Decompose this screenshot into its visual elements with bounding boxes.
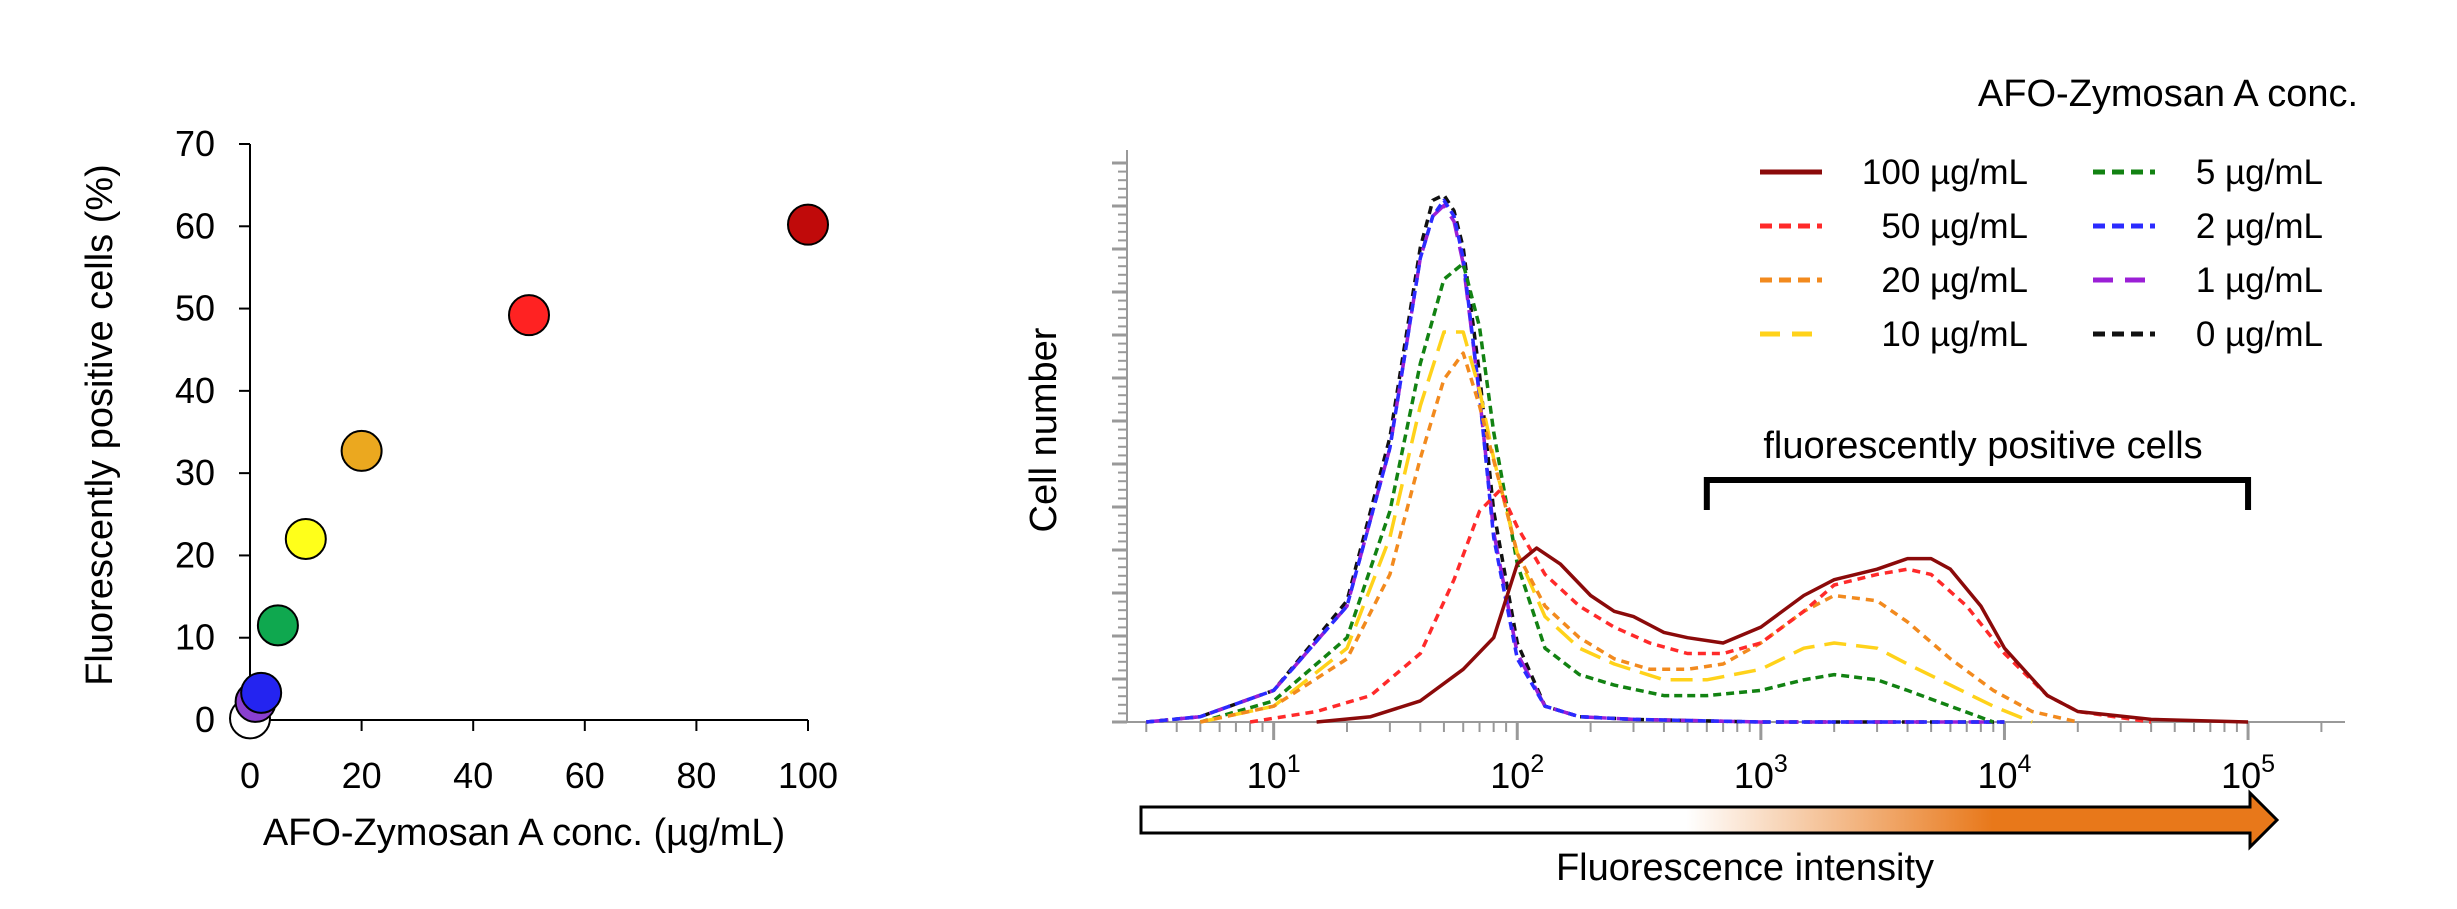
histogram-series (1249, 488, 2152, 724)
legend-label: 5 µg/mL (2196, 153, 2323, 192)
x-tick-label: 103 (1734, 750, 1788, 796)
legend-label: 1 µg/mL (2196, 261, 2323, 300)
annotation-label: fluorescently positive cells (1763, 425, 2202, 467)
x-tick-label: 60 (565, 755, 605, 796)
data-point (240, 671, 283, 714)
data-point (256, 604, 299, 647)
x-tick-label: 100 (778, 755, 838, 796)
y-tick-label: 10 (175, 617, 215, 658)
histogram-series (1146, 193, 2005, 724)
legend-label: 100 µg/mL (1862, 153, 2028, 192)
legend-label: 50 µg/mL (1881, 207, 2028, 246)
y-tick-label: 40 (175, 370, 215, 411)
x-tick-label: 20 (342, 755, 382, 796)
x-axis-title: Fluorescence intensity (1556, 847, 1934, 889)
histogram-series (1316, 546, 2249, 724)
scatter-chart: 0 10 20 30 40 50 60 70 0 20 40 60 80 100 Fluorescent… (79, 123, 838, 854)
annotation-bracket (1703, 477, 2252, 510)
histogram-series (1199, 330, 2033, 724)
y-tick-label: 20 (175, 534, 215, 575)
legend: AFO-Zymosan A conc. 100 µg/mL 50 µg/mL 20 … (1760, 73, 2358, 354)
y-axis-title: Fluorescently positive cells (%) (79, 164, 121, 686)
y-tick-label: 60 (175, 205, 215, 246)
histogram-series (1199, 351, 2079, 724)
x-tick-label: 0 (240, 755, 260, 796)
y-axis-title: Cell number (1023, 327, 1065, 532)
legend-label: 20 µg/mL (1881, 261, 2028, 300)
y-tick-label: 70 (175, 123, 215, 164)
legend-label: 10 µg/mL (1881, 315, 2028, 354)
data-point (787, 203, 829, 246)
positive-cells-annotation: fluorescently positive cells (1703, 425, 2252, 510)
y-tick-label: 50 (175, 288, 215, 329)
histogram-series (1146, 198, 2005, 724)
histogram-chart: 101 102 103 104 105 Cell number AFO-Zymosan … (1023, 73, 2358, 889)
histogram-series (1199, 261, 1994, 724)
legend-label: 0 µg/mL (2196, 315, 2323, 354)
x-axis-title: AFO-Zymosan A conc. (µg/mL) (263, 812, 785, 854)
intensity-arrow (1139, 789, 2280, 851)
x-tick-label: 102 (1490, 750, 1544, 796)
legend-title: AFO-Zymosan A conc. (1978, 73, 2358, 115)
y-tick-label: 30 (175, 452, 215, 493)
data-point (340, 429, 383, 472)
legend-label: 2 µg/mL (2196, 207, 2323, 246)
x-tick-label: 80 (676, 755, 716, 796)
x-tick-label: 104 (1977, 750, 2031, 796)
x-tick-label: 40 (453, 755, 493, 796)
x-tick-label: 101 (1247, 750, 1301, 796)
x-tick-label: 105 (2221, 750, 2275, 796)
data-point (284, 517, 327, 560)
y-tick-label: 0 (195, 699, 215, 740)
data-point (508, 294, 550, 337)
